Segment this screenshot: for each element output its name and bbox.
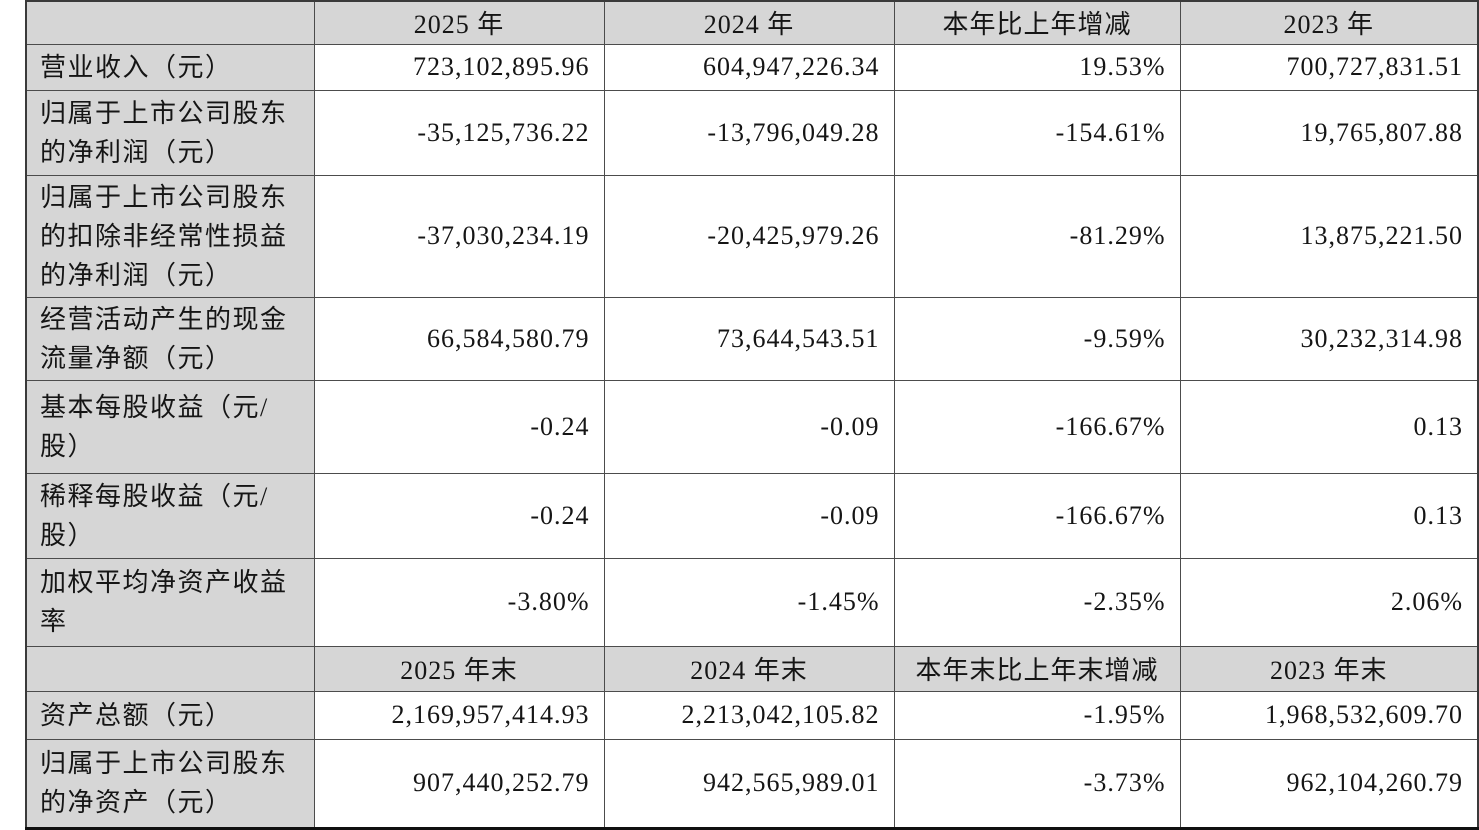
value-cell: -35,125,736.22: [313, 89, 605, 176]
row-label: 归属于上市公司股东的净利润（元）: [25, 89, 315, 176]
value-cell: 907,440,252.79: [313, 738, 605, 829]
table-row-operating-cash-flow: 经营活动产生的现金流量净额（元） 66,584,580.79 73,644,54…: [25, 296, 1479, 381]
value-cell: 1,968,532,609.70: [1179, 690, 1479, 740]
value-cell: 30,232,314.98: [1179, 296, 1479, 381]
value-cell: 0.13: [1179, 472, 1479, 559]
value-cell: 2,169,957,414.93: [313, 690, 605, 740]
column-header-2025: 2025 年: [313, 0, 605, 45]
value-cell: -1.45%: [603, 557, 895, 647]
column-header-empty: [25, 0, 315, 45]
value-cell: 2,213,042,105.82: [603, 690, 895, 740]
row-label: 加权平均净资产收益率: [25, 557, 315, 647]
table-row-net-assets: 归属于上市公司股东的净资产（元） 907,440,252.79 942,565,…: [25, 738, 1479, 829]
table-row-operating-revenue: 营业收入（元） 723,102,895.96 604,947,226.34 19…: [25, 43, 1479, 91]
value-cell: -3.73%: [893, 738, 1181, 829]
row-label: 归属于上市公司股东的净资产（元）: [25, 738, 315, 829]
column-subheader-yoy-end-change: 本年末比上年末增减: [893, 645, 1181, 692]
value-cell: -81.29%: [893, 174, 1181, 298]
table-row-diluted-eps: 稀释每股收益（元/股） -0.24 -0.09 -166.67% 0.13: [25, 472, 1479, 559]
column-header-yoy-change: 本年比上年增减: [893, 0, 1181, 45]
value-cell: 2.06%: [1179, 557, 1479, 647]
column-subheader-2024-end: 2024 年末: [603, 645, 895, 692]
table-row-net-profit-excl-nonrecurring: 归属于上市公司股东的扣除非经常性损益的净利润（元） -37,030,234.19…: [25, 174, 1479, 298]
row-label: 资产总额（元）: [25, 690, 315, 740]
value-cell: -2.35%: [893, 557, 1181, 647]
row-label: 经营活动产生的现金流量净额（元）: [25, 296, 315, 381]
value-cell: -166.67%: [893, 379, 1181, 474]
value-cell: 73,644,543.51: [603, 296, 895, 381]
value-cell: 942,565,989.01: [603, 738, 895, 829]
value-cell: 962,104,260.79: [1179, 738, 1479, 829]
value-cell: -9.59%: [893, 296, 1181, 381]
value-cell: -154.61%: [893, 89, 1181, 176]
value-cell: -13,796,049.28: [603, 89, 895, 176]
value-cell: 19,765,807.88: [1179, 89, 1479, 176]
value-cell: 604,947,226.34: [603, 43, 895, 91]
column-subheader-2023-end: 2023 年末: [1179, 645, 1479, 692]
value-cell: 700,727,831.51: [1179, 43, 1479, 91]
financial-summary-table-wrapper: 2025 年 2024 年 本年比上年增减 2023 年 营业收入（元） 723…: [25, 0, 1479, 830]
row-label: 归属于上市公司股东的扣除非经常性损益的净利润（元）: [25, 174, 315, 298]
column-header-2024: 2024 年: [603, 0, 895, 45]
value-cell: -0.24: [313, 472, 605, 559]
row-label: 稀释每股收益（元/股）: [25, 472, 315, 559]
table-header-row: 2025 年 2024 年 本年比上年增减 2023 年: [25, 0, 1479, 45]
value-cell: 0.13: [1179, 379, 1479, 474]
value-cell: 19.53%: [893, 43, 1181, 91]
table-subheader-row: 2025 年末 2024 年末 本年末比上年末增减 2023 年末: [25, 645, 1479, 692]
value-cell: -3.80%: [313, 557, 605, 647]
value-cell: 723,102,895.96: [313, 43, 605, 91]
row-label: 基本每股收益（元/股）: [25, 379, 315, 474]
value-cell: -0.24: [313, 379, 605, 474]
table-row-basic-eps: 基本每股收益（元/股） -0.24 -0.09 -166.67% 0.13: [25, 379, 1479, 474]
value-cell: -0.09: [603, 472, 895, 559]
table-row-weighted-average-roe: 加权平均净资产收益率 -3.80% -1.45% -2.35% 2.06%: [25, 557, 1479, 647]
value-cell: -0.09: [603, 379, 895, 474]
column-subheader-empty: [25, 645, 315, 692]
value-cell: -37,030,234.19: [313, 174, 605, 298]
financial-summary-table: 2025 年 2024 年 本年比上年增减 2023 年 营业收入（元） 723…: [25, 0, 1479, 830]
value-cell: 13,875,221.50: [1179, 174, 1479, 298]
row-label: 营业收入（元）: [25, 43, 315, 91]
table-row-net-profit: 归属于上市公司股东的净利润（元） -35,125,736.22 -13,796,…: [25, 89, 1479, 176]
value-cell: 66,584,580.79: [313, 296, 605, 381]
value-cell: -166.67%: [893, 472, 1181, 559]
column-header-2023: 2023 年: [1179, 0, 1479, 45]
table-row-total-assets: 资产总额（元） 2,169,957,414.93 2,213,042,105.8…: [25, 690, 1479, 740]
column-subheader-2025-end: 2025 年末: [313, 645, 605, 692]
value-cell: -20,425,979.26: [603, 174, 895, 298]
value-cell: -1.95%: [893, 690, 1181, 740]
